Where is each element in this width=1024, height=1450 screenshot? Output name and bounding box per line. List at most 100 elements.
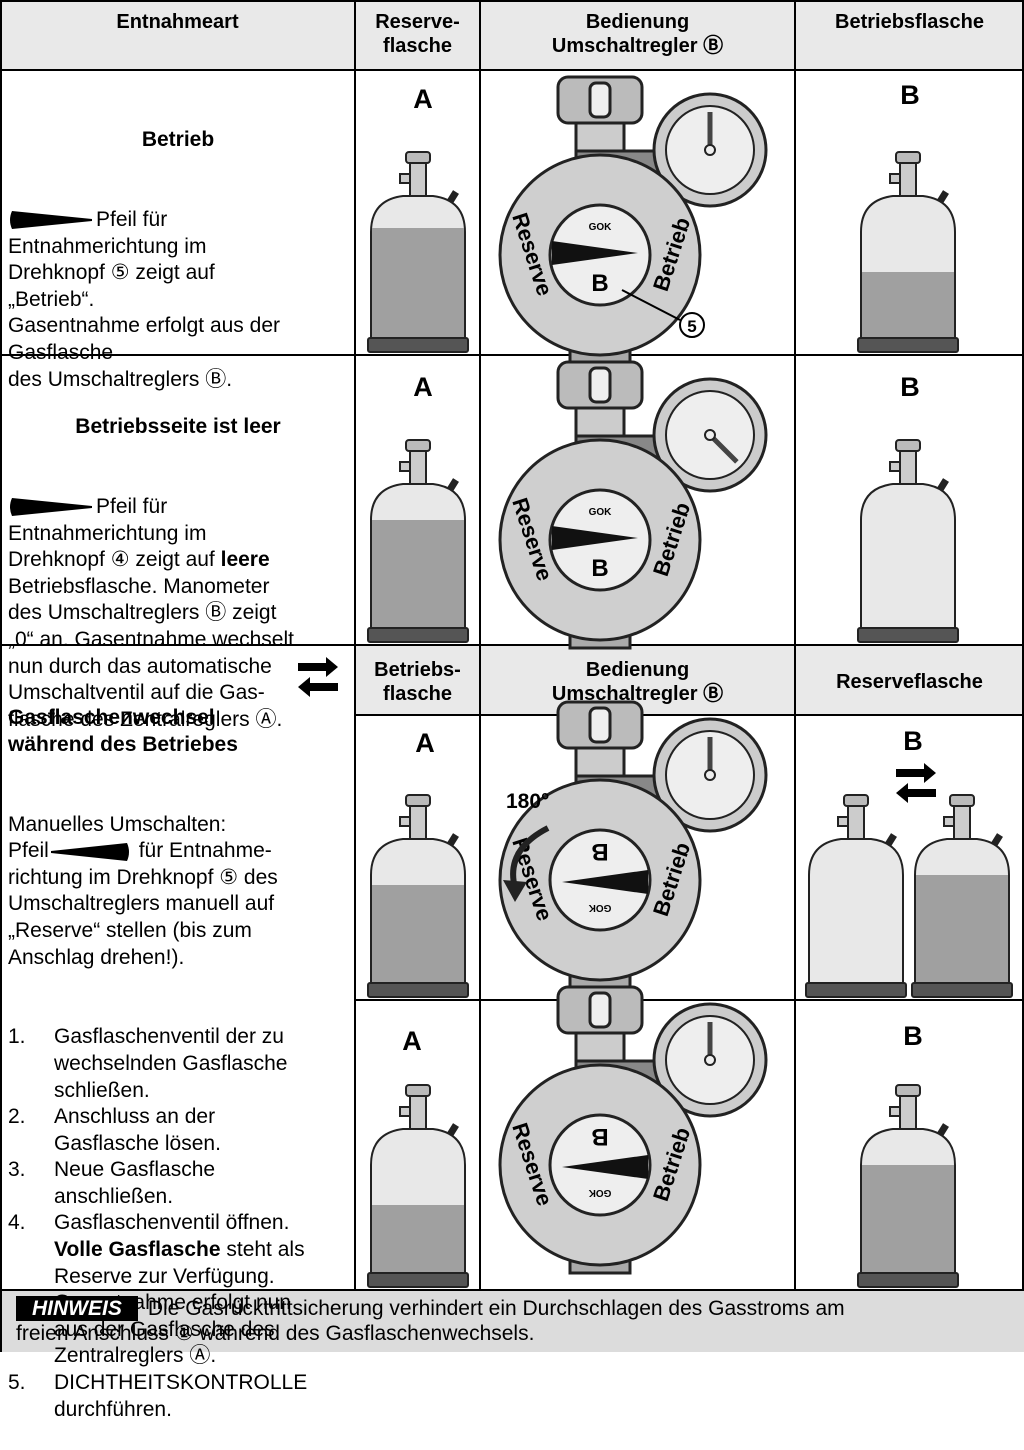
text-run: Neue Gasflasche anschließen. xyxy=(54,1158,216,1208)
cap-slot xyxy=(588,991,612,1029)
change-intro: Manuelles Umschalten: Pfeil für Entnahme… xyxy=(8,812,353,972)
text-run: Betriebsflasche. Manometer des Umschaltr… xyxy=(8,574,294,731)
knob-arrow xyxy=(562,870,648,894)
valve-wheel xyxy=(405,1084,431,1097)
valve-outlet xyxy=(399,173,411,184)
bottle-base xyxy=(805,982,907,998)
bottle-letter: B xyxy=(903,1021,923,1051)
row-body: Pfeil für Entnahmerichtung im Drehknopf … xyxy=(8,494,348,733)
valve-outlet xyxy=(943,816,955,827)
callout-label: 5 xyxy=(687,317,696,336)
bottle-base xyxy=(911,982,1013,998)
neck xyxy=(574,121,626,155)
note-bg xyxy=(0,1290,1024,1352)
knob-letter: B xyxy=(591,1123,608,1150)
step: 2. Anschluss an der Gasflasche lösen. xyxy=(8,1104,353,1157)
valve-outlet xyxy=(837,816,849,827)
gas-bottle xyxy=(367,794,469,998)
knob-arrow xyxy=(552,526,638,550)
text-run: Pfeil für Entnahmerichtung im Drehknopf … xyxy=(8,207,280,391)
valve-outlet xyxy=(399,1106,411,1117)
gauge-hub xyxy=(704,144,716,156)
valve xyxy=(899,450,917,485)
bottle-gas xyxy=(916,875,1008,983)
arrow-icon xyxy=(10,211,92,230)
row-text: Betrieb Pfeil für Entnahmerichtung im Dr… xyxy=(8,74,348,420)
bottle-gas xyxy=(372,1205,464,1273)
swap-arrow xyxy=(298,657,338,677)
gas-bottle xyxy=(911,794,1013,998)
bottle-base xyxy=(367,337,469,353)
text-run: leere xyxy=(220,548,270,572)
header-bg xyxy=(355,645,1024,715)
rotation-label: 180° xyxy=(506,790,549,813)
bottle-body xyxy=(808,838,904,998)
bottle-letter: B xyxy=(903,726,923,756)
header-cell: Entnahmeart xyxy=(116,11,239,33)
arrow-icon xyxy=(50,842,129,861)
row-body: Pfeil für Entnahmerichtung im Drehknopf … xyxy=(8,207,348,393)
note-text: Die Gasrücktrittsicherung verhindert ein… xyxy=(16,1297,845,1345)
valve-outlet xyxy=(889,1106,901,1117)
bottle-gas xyxy=(862,272,954,338)
knob-brand: GOK xyxy=(588,902,612,913)
callout xyxy=(679,312,705,338)
step-number: 2. xyxy=(8,1105,26,1129)
neck xyxy=(574,746,626,780)
gauge-needle xyxy=(708,433,739,464)
valve-wheel xyxy=(895,1084,921,1097)
gauge-hub xyxy=(704,429,716,441)
valve-outlet xyxy=(889,173,901,184)
step-number: 4. xyxy=(8,1211,26,1235)
header-cell: Reserveflasche xyxy=(836,671,983,693)
header-cell: Bedienung Umschaltregler Ⓑ xyxy=(551,659,724,705)
cap-slot xyxy=(588,81,612,119)
intro-text: für Entnahme- richtung im Drehknopf ⑤ de… xyxy=(8,839,278,969)
header-cell: Bedienung Umschaltregler Ⓑ xyxy=(551,11,724,57)
cap-slot xyxy=(588,366,612,404)
steps: 1. Gasflaschenventil der zu wechselnden G… xyxy=(8,1024,353,1423)
knob-brand: GOK xyxy=(589,507,613,518)
step: 3. Neue Gasflasche anschließen. xyxy=(8,1157,353,1210)
note-badge: HINWEIS xyxy=(16,1296,138,1321)
valve xyxy=(409,450,427,485)
bottle-letter: A xyxy=(402,1026,422,1056)
text-run: Anschluss an der Gasflasche lösen. xyxy=(54,1105,221,1155)
valve-wheel xyxy=(843,794,869,807)
knob-brand: GOK xyxy=(589,222,613,233)
text-run: Gasflaschenventil öffnen. xyxy=(54,1211,290,1235)
bottle-gas xyxy=(372,885,464,983)
knob-letter: B xyxy=(591,555,608,582)
bottle-letter: B xyxy=(900,372,920,402)
swap-icon xyxy=(298,657,338,697)
neck xyxy=(574,406,626,440)
step-number: 5. xyxy=(8,1371,26,1395)
gauge-hub xyxy=(704,769,716,781)
bottle-base xyxy=(367,982,469,998)
gas-bottle xyxy=(367,439,469,643)
gas-bottle xyxy=(857,439,959,643)
step: 1. Gasflaschenventil der zu wechselnden G… xyxy=(8,1024,353,1104)
valve xyxy=(409,1095,427,1130)
callout-line xyxy=(621,289,681,321)
text-run: Pfeil für Entnahmerichtung im Drehknopf … xyxy=(8,494,215,572)
gas-bottle xyxy=(857,151,959,353)
header-cell: Betriebsflasche xyxy=(835,11,984,33)
header-bg xyxy=(0,0,1024,70)
valve xyxy=(899,162,917,197)
step-number: 3. xyxy=(8,1158,26,1182)
bottle-letter: B xyxy=(900,80,920,110)
row-title: Betrieb xyxy=(141,128,215,152)
valve-wheel xyxy=(895,439,921,452)
bottle-body xyxy=(860,483,956,643)
knob-arrow xyxy=(552,241,638,265)
valve-wheel xyxy=(405,794,431,807)
knob: GOK B xyxy=(548,488,652,592)
note: HINWEIS Die Gasrücktrittsicherung verhind… xyxy=(0,1292,1024,1352)
valve xyxy=(953,805,971,840)
step-text: Neue Gasflasche anschließen. xyxy=(54,1157,215,1210)
header-cell: Reserve- flasche xyxy=(375,11,460,57)
